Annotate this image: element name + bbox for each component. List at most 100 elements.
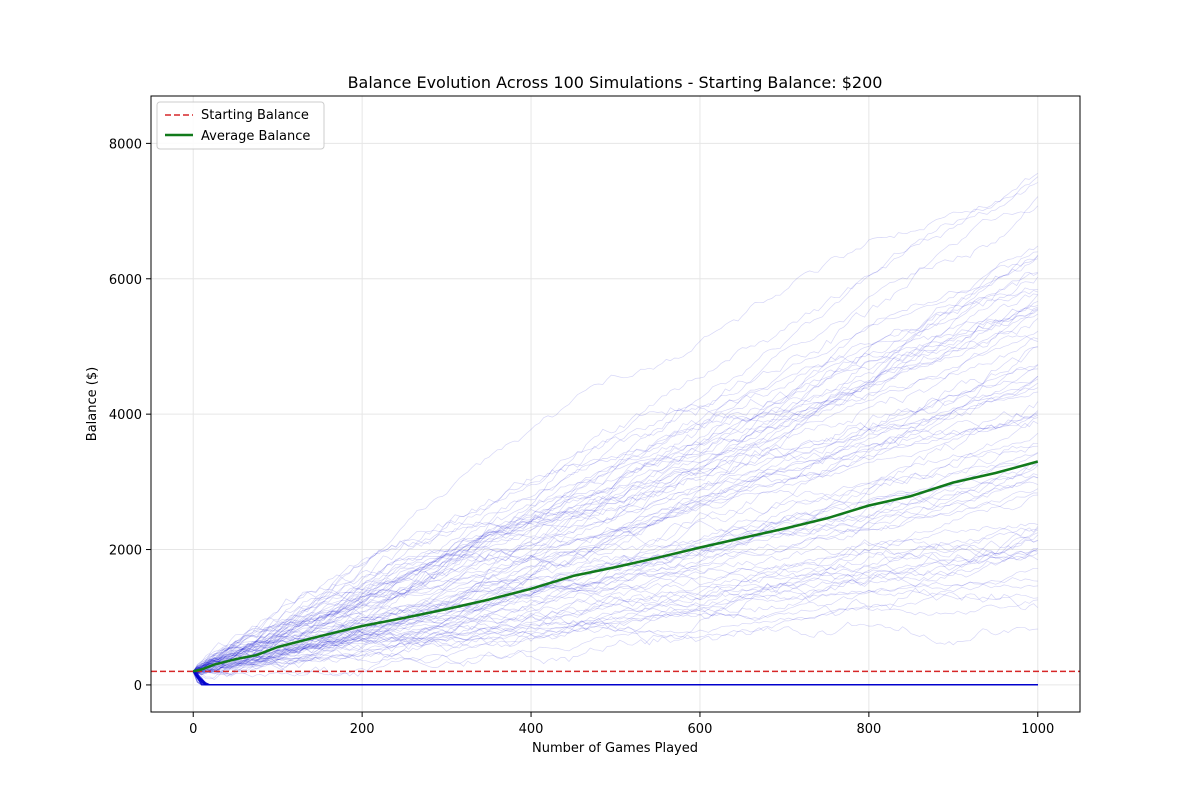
simulation-line	[193, 442, 1038, 672]
simulation-line	[192, 587, 1039, 677]
simulation-line	[193, 539, 1038, 672]
simulation-line	[193, 414, 1038, 672]
simulation-line	[193, 293, 1038, 673]
simulation-line	[192, 671, 1038, 686]
simulation-line	[192, 475, 1038, 672]
average-balance-line	[192, 460, 1039, 673]
x-tick-label: 0	[189, 722, 197, 737]
simulation-line	[193, 412, 1038, 676]
simulation-line	[192, 671, 1038, 686]
simulation-line	[192, 364, 1039, 672]
simulation-line	[193, 318, 1039, 674]
x-tick-label: 800	[856, 722, 881, 737]
simulation-line	[193, 337, 1038, 672]
simulation-line	[192, 309, 1039, 672]
simulation-line	[192, 196, 1039, 672]
simulation-line	[192, 671, 1038, 686]
simulation-line	[193, 289, 1038, 676]
simulation-line	[193, 545, 1038, 675]
simulation-line	[193, 567, 1038, 673]
simulation-line	[192, 345, 1038, 672]
simulation-line	[193, 413, 1038, 673]
simulation-lines	[192, 173, 1039, 686]
simulation-line	[193, 528, 1038, 681]
simulation-line	[193, 461, 1039, 673]
simulation-line	[192, 417, 1038, 672]
simulation-line	[192, 671, 1038, 686]
simulation-line	[193, 583, 1038, 677]
simulation-line	[192, 670, 1038, 686]
simulation-line	[192, 621, 1038, 676]
simulation-line	[193, 375, 1039, 674]
simulation-line	[193, 462, 1038, 672]
legend-average-balance-label: Average Balance	[201, 129, 310, 144]
simulation-line	[192, 251, 1038, 672]
x-tick-label: 400	[519, 722, 544, 737]
simulation-line	[193, 331, 1039, 672]
simulation-line	[193, 593, 1038, 672]
simulation-line	[193, 205, 1039, 673]
y-tick-label: 8000	[109, 137, 142, 152]
simulation-line	[193, 465, 1039, 676]
simulation-line	[193, 173, 1038, 672]
y-tick-label: 0	[134, 679, 142, 694]
simulation-line	[193, 346, 1038, 672]
simulation-line	[193, 376, 1039, 675]
x-tick-label: 200	[350, 722, 375, 737]
simulation-line	[192, 432, 1039, 672]
simulation-line	[193, 305, 1038, 672]
simulation-line	[192, 671, 1038, 686]
simulation-line	[193, 550, 1038, 674]
simulation-line	[192, 670, 1038, 686]
x-axis-ticks: 0 200 400 600 800 1000	[189, 712, 1054, 737]
simulation-line	[192, 671, 1038, 686]
simulation-line	[193, 473, 1038, 672]
x-tick-label: 600	[688, 722, 713, 737]
simulation-line	[192, 671, 1038, 686]
legend-box	[156, 101, 325, 150]
simulation-line	[193, 577, 1038, 674]
simulation-line	[193, 523, 1038, 672]
simulation-line	[193, 176, 1039, 672]
simulation-line	[193, 307, 1038, 672]
simulation-line	[193, 452, 1038, 673]
simulation-line	[192, 671, 1038, 686]
simulation-line	[193, 526, 1039, 680]
simulation-line	[193, 549, 1038, 674]
simulation-line	[193, 254, 1039, 672]
simulation-line	[192, 287, 1038, 672]
simulation-line	[192, 671, 1038, 686]
x-axis-label: Number of Games Played	[532, 741, 698, 756]
simulation-line	[192, 401, 1039, 672]
simulation-line	[193, 258, 1038, 672]
simulation-line	[193, 308, 1038, 673]
simulation-line	[193, 537, 1038, 672]
simulation-line	[192, 313, 1038, 672]
simulation-line	[193, 272, 1038, 672]
y-tick-label: 6000	[109, 273, 142, 288]
average-balance-layer	[192, 460, 1039, 673]
simulation-line	[193, 301, 1038, 672]
simulation-line	[193, 276, 1039, 672]
simulation-line	[192, 272, 1038, 672]
y-tick-label: 4000	[109, 408, 142, 423]
simulation-line	[193, 387, 1038, 675]
simulation-line	[193, 534, 1039, 672]
simulation-line	[193, 382, 1039, 674]
legend-starting-balance-label: Starting Balance	[201, 108, 309, 123]
simulation-line	[192, 245, 1039, 672]
x-tick-label: 1000	[1021, 722, 1054, 737]
simulation-line	[192, 476, 1038, 672]
simulation-line	[193, 548, 1038, 672]
simulation-line	[193, 552, 1038, 675]
simulation-line	[193, 599, 1038, 678]
simulation-line	[192, 670, 1038, 686]
y-tick-label: 2000	[109, 544, 142, 559]
simulation-line	[192, 670, 1038, 686]
simulation-line	[193, 391, 1038, 672]
simulation-line	[192, 670, 1038, 686]
simulation-line	[192, 410, 1039, 672]
simulation-line	[193, 527, 1038, 675]
plot-frame	[150, 95, 1081, 713]
